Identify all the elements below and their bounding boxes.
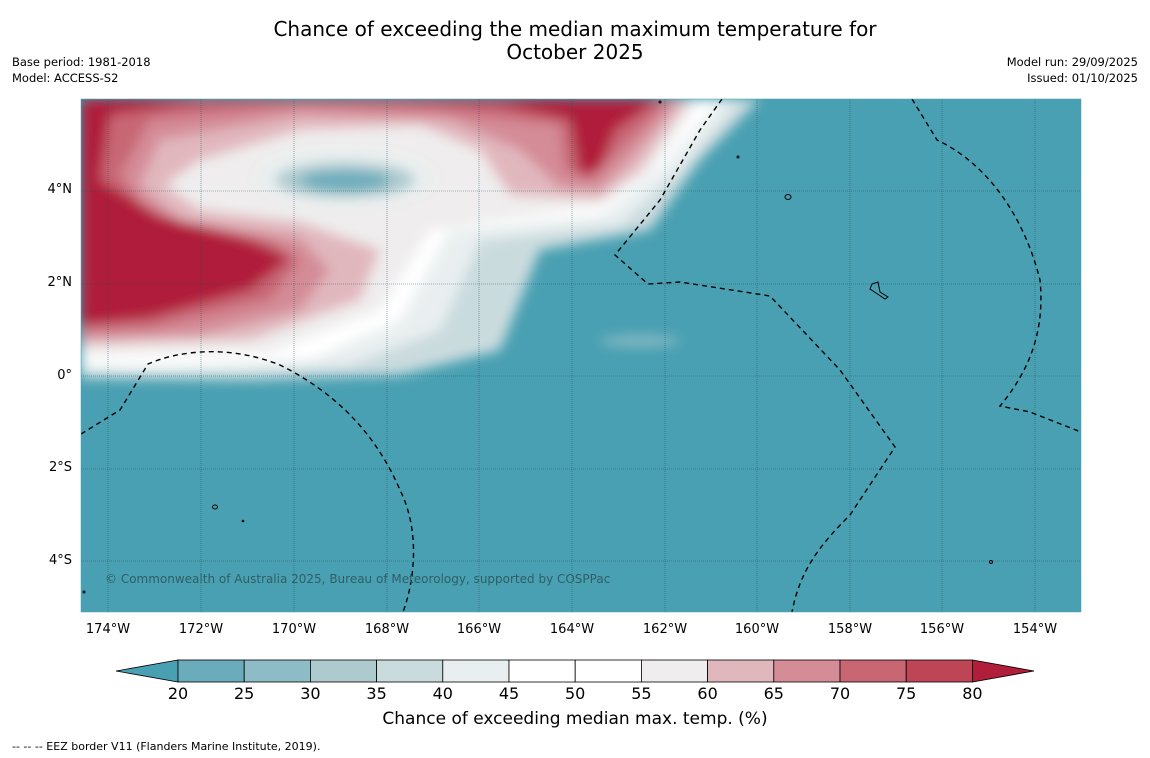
eez-border-2 <box>614 99 896 612</box>
issued-date: Issued: 01/10/2025 <box>1027 71 1138 85</box>
eez-border-1 <box>81 351 415 612</box>
cool-spot-core <box>300 171 390 191</box>
lon-label-160w: 160°W <box>734 622 780 637</box>
lon-label-170w: 170°W <box>271 622 317 637</box>
colorbar-bin-60 <box>707 659 775 683</box>
meta-right: Model run: 29/09/2025 Issued: 01/10/2025 <box>1007 54 1138 86</box>
colorbar-tick-40: 40 <box>432 684 453 703</box>
colorbar-bin-75 <box>905 659 973 683</box>
colorbar-tick-80: 80 <box>962 684 983 703</box>
title-line-1: Chance of exceeding the median maximum t… <box>273 17 877 41</box>
lon-label-156w: 156°W <box>919 622 965 637</box>
colorbar-tick-70: 70 <box>829 684 851 703</box>
map-area <box>81 99 1081 612</box>
lat-label-4s: 4°S <box>48 553 72 568</box>
base-period: Base period: 1981-2018 <box>12 55 151 69</box>
map-title: Chance of exceeding the median maximum t… <box>0 18 1150 64</box>
colorbar <box>115 659 1035 683</box>
title-line-2: October 2025 <box>506 40 644 64</box>
lon-label-168w: 168°W <box>364 622 410 637</box>
colorbar-bin-70 <box>839 659 907 683</box>
map-frame <box>80 98 1082 613</box>
island-4 <box>736 155 740 159</box>
graticule <box>81 99 1081 612</box>
colorbar-bin-40 <box>442 659 510 683</box>
island-6 <box>989 560 993 564</box>
model-run: Model run: 29/09/2025 <box>1006 55 1138 69</box>
lat-label-0: 0° <box>57 368 72 383</box>
island-2 <box>869 281 889 300</box>
island-7 <box>241 519 245 523</box>
colorbar-tick-75: 75 <box>896 684 917 703</box>
colorbar-bin-65 <box>773 659 841 683</box>
probability-field <box>81 99 760 380</box>
colorbar-tick-65: 65 <box>763 684 784 703</box>
island-1 <box>784 194 792 200</box>
lon-label-164w: 164°W <box>549 622 595 637</box>
colorbar-tick-25: 25 <box>234 684 255 703</box>
lon-label-174w: 174°W <box>85 622 131 637</box>
meta-left: Base period: 1981-2018 Model: ACCESS-S2 <box>12 54 151 86</box>
colorbar-extend-high <box>972 659 1035 683</box>
copyright-notice: © Commonwealth of Australia 2025, Bureau… <box>105 572 611 586</box>
colorbar-bin-35 <box>376 659 444 683</box>
colorbar-tick-45: 45 <box>498 684 520 703</box>
colorbar-tick-30: 30 <box>300 684 321 703</box>
colorbar-extend-low <box>115 659 179 683</box>
lat-label-4n: 4°N <box>47 182 73 197</box>
lat-label-2n: 2°N <box>47 275 73 290</box>
island-3 <box>212 504 218 510</box>
eez-borders <box>81 99 1081 612</box>
lon-label-162w: 162°W <box>642 622 688 637</box>
colorbar-label: Chance of exceeding median max. temp. (%… <box>382 709 768 729</box>
colorbar-bin-45 <box>508 659 576 683</box>
colorbar-tick-50: 50 <box>565 684 586 703</box>
colorbar-tick-60: 60 <box>697 684 718 703</box>
contour-80 <box>81 99 660 325</box>
colorbar-bin-55 <box>641 659 709 683</box>
colorbar-bin-50 <box>574 659 642 683</box>
lon-label-158w: 158°W <box>827 622 873 637</box>
colorbar-bin-30 <box>309 659 377 683</box>
colorbar-bin-20 <box>177 659 245 683</box>
island-5 <box>658 100 662 104</box>
model-name: Model: ACCESS-S2 <box>12 71 119 85</box>
lat-label-2s: 2°S <box>48 460 72 475</box>
lon-label-166w: 166°W <box>456 622 502 637</box>
islands <box>82 100 993 594</box>
colorbar-tick-20: 20 <box>167 684 189 703</box>
eez-footnote: -- -- -- EEZ border V11 (Flanders Marine… <box>12 740 321 753</box>
weak-band <box>600 336 680 346</box>
lon-label-154w: 154°W <box>1012 622 1058 637</box>
lon-label-172w: 172°W <box>178 622 224 637</box>
colorbar-bin-25 <box>243 659 311 683</box>
colorbar-tick-35: 35 <box>366 684 387 703</box>
eez-border-3 <box>911 99 1081 433</box>
island-8 <box>82 590 86 594</box>
colorbar-tick-55: 55 <box>631 684 652 703</box>
